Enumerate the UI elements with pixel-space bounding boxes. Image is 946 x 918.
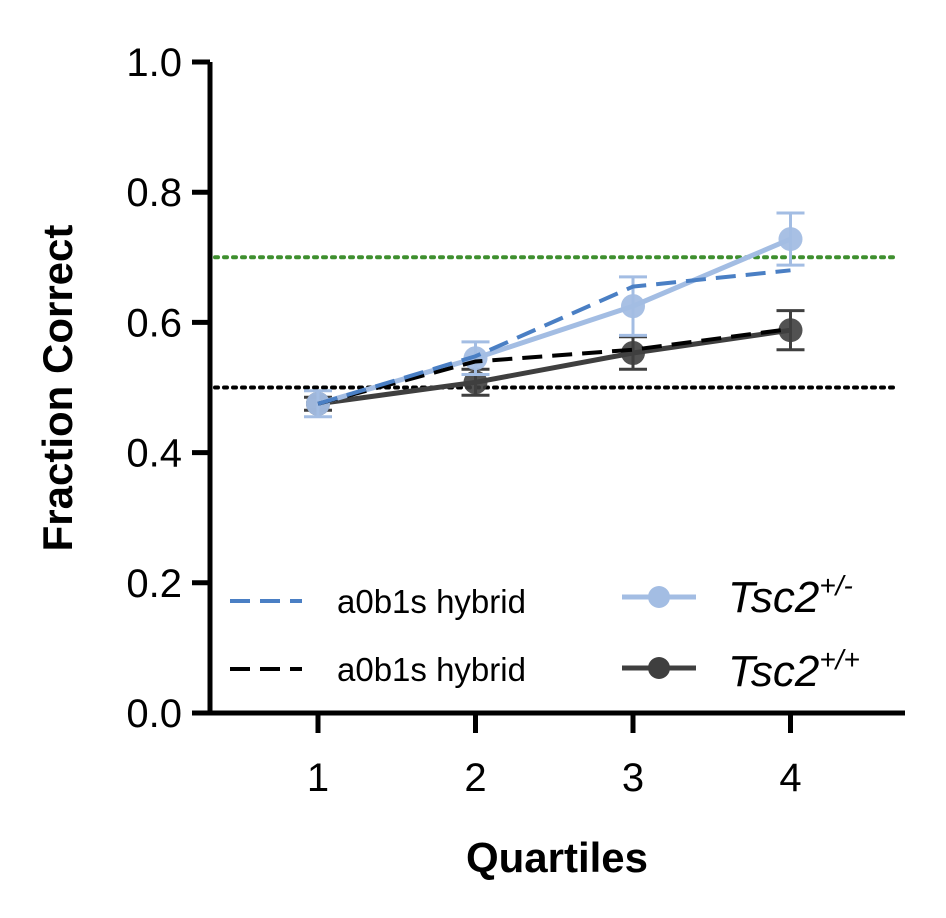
series-2 xyxy=(317,268,791,406)
legend-label-hybrid-blue: a0b1s hybrid xyxy=(337,583,526,620)
x-tick-label-0: 1 xyxy=(307,756,329,800)
legend: a0b1s hybrid a0b1s hybrid Tsc2+/- Tsc2+/… xyxy=(230,570,860,696)
x-tick-label-3: 4 xyxy=(779,756,801,800)
data-point-1-2 xyxy=(621,340,645,365)
series-line-2 xyxy=(317,268,791,406)
series-layer xyxy=(304,211,805,419)
ticks: 0.0 0.2 0.4 0.6 0.8 1.0 1 2 3 4 xyxy=(126,41,801,800)
reference-lines xyxy=(213,255,897,390)
legend-swatch-marker-tsc2-wt xyxy=(648,657,670,679)
legend-label-tsc2-wt-name: Tsc2 xyxy=(728,647,819,696)
legend-label-hybrid-black: a0b1s hybrid xyxy=(337,651,526,688)
y-axis-title: Fraction Correct xyxy=(34,225,81,552)
data-point-0-2 xyxy=(621,294,645,319)
legend-entry-hybrid-black: a0b1s hybrid xyxy=(230,651,526,688)
y-tick-label-1: 0.2 xyxy=(126,562,182,606)
series-1 xyxy=(304,309,805,416)
y-tick-label-5: 1.0 xyxy=(126,41,182,85)
series-3 xyxy=(317,326,791,406)
x-tick-label-1: 2 xyxy=(464,756,486,800)
legend-label-tsc2-wt: Tsc2+/+ xyxy=(728,644,860,696)
data-point-1-1 xyxy=(463,370,488,395)
legend-label-tsc2-wt-sup: +/+ xyxy=(819,644,859,675)
legend-label-tsc2-het: Tsc2+/- xyxy=(728,570,853,622)
legend-swatch-marker-tsc2-het xyxy=(648,586,670,608)
series-line-3 xyxy=(317,326,791,406)
x-tick-label-2: 3 xyxy=(622,756,644,800)
legend-entry-hybrid-blue: a0b1s hybrid xyxy=(230,583,526,620)
data-point-1-3 xyxy=(778,318,803,343)
legend-label-tsc2-het-name: Tsc2 xyxy=(728,573,819,622)
legend-label-tsc2-het-sup: +/- xyxy=(819,570,852,601)
y-tick-label-0: 0.0 xyxy=(126,692,182,736)
data-point-0-3 xyxy=(778,227,803,252)
y-tick-label-3: 0.6 xyxy=(126,301,182,345)
legend-entry-tsc2-wt: Tsc2+/+ xyxy=(622,644,860,696)
y-tick-label-2: 0.4 xyxy=(126,432,182,476)
legend-entry-tsc2-het: Tsc2+/- xyxy=(622,570,853,622)
series-line-0 xyxy=(317,236,792,407)
y-tick-label-4: 0.8 xyxy=(126,171,182,215)
x-axis-title: Quartiles xyxy=(466,834,648,881)
series-line-1 xyxy=(317,327,791,407)
series-0 xyxy=(304,211,805,419)
